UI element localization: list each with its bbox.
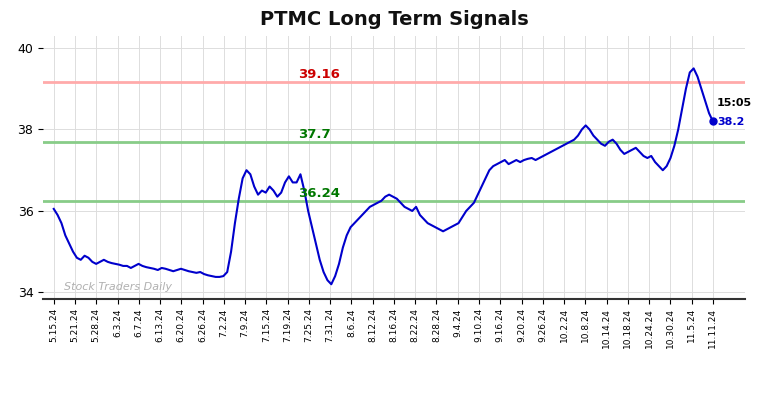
Text: 15:05: 15:05 <box>717 98 753 108</box>
Text: Stock Traders Daily: Stock Traders Daily <box>64 282 172 293</box>
Text: 39.16: 39.16 <box>298 68 340 81</box>
Text: 36.24: 36.24 <box>298 187 340 200</box>
Title: PTMC Long Term Signals: PTMC Long Term Signals <box>260 10 528 29</box>
Text: 37.7: 37.7 <box>298 128 331 140</box>
Text: 38.2: 38.2 <box>717 117 745 127</box>
